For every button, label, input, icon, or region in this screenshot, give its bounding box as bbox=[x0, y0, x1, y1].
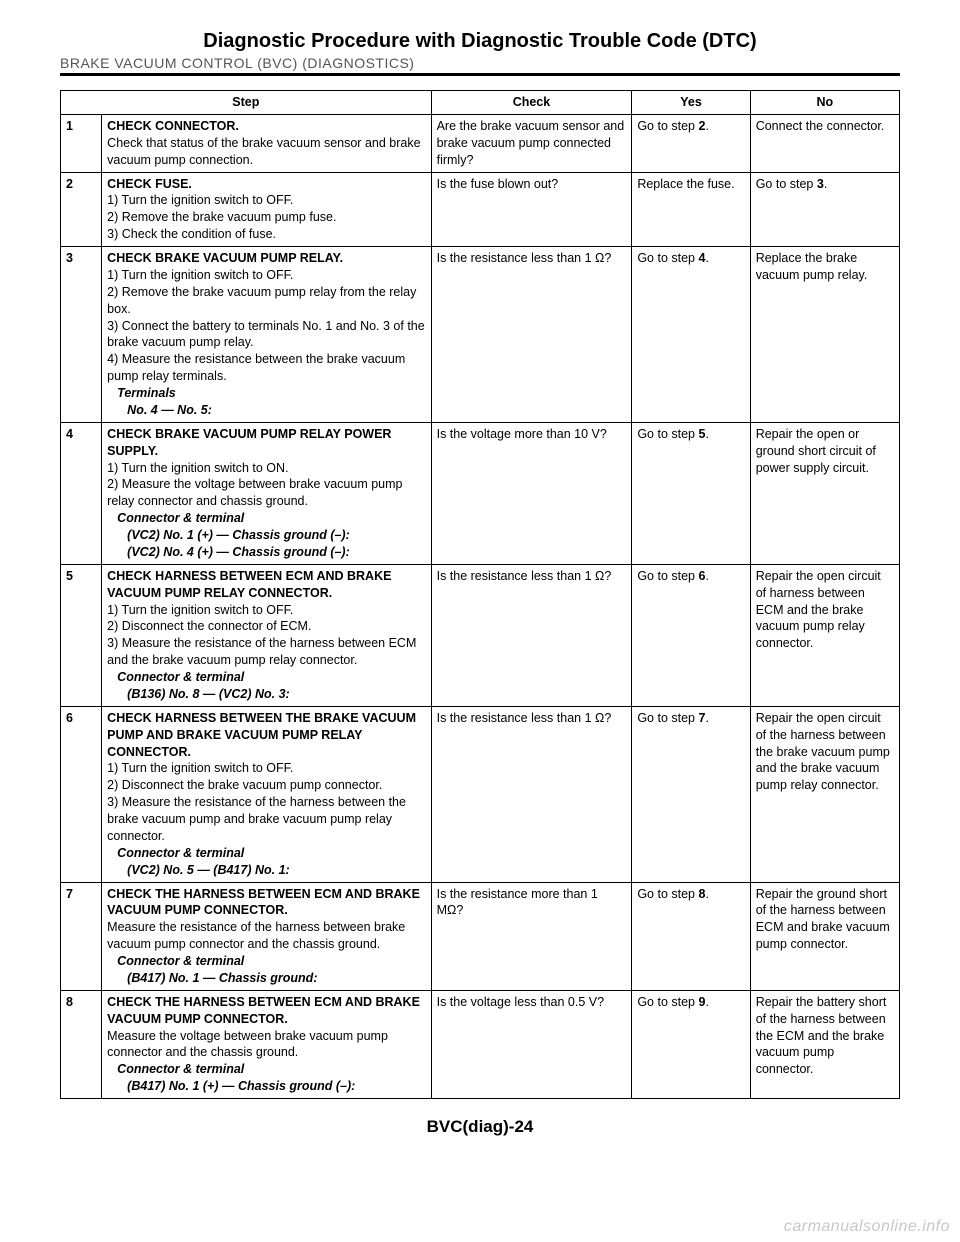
no-cell: Go to step 3. bbox=[750, 172, 899, 247]
no-cell: Repair the open circuit of harness betwe… bbox=[750, 564, 899, 706]
check-cell: Is the voltage less than 0.5 V? bbox=[431, 990, 632, 1098]
step-cell: CHECK HARNESS BETWEEN ECM AND BRAKE VACU… bbox=[102, 564, 431, 706]
yes-cell: Go to step 7. bbox=[632, 706, 750, 882]
section-title: BRAKE VACUUM CONTROL (BVC) (DIAGNOSTICS) bbox=[60, 55, 900, 71]
step-number: 4 bbox=[61, 422, 102, 564]
step-number: 7 bbox=[61, 882, 102, 990]
page-title: Diagnostic Procedure with Diagnostic Tro… bbox=[60, 30, 900, 53]
table-row: 3CHECK BRAKE VACUUM PUMP RELAY.1) Turn t… bbox=[61, 247, 900, 423]
step-cell: CHECK BRAKE VACUUM PUMP RELAY.1) Turn th… bbox=[102, 247, 431, 423]
step-cell: CHECK FUSE.1) Turn the ignition switch t… bbox=[102, 172, 431, 247]
step-number: 1 bbox=[61, 114, 102, 172]
check-cell: Is the resistance less than 1 Ω? bbox=[431, 706, 632, 882]
yes-cell: Go to step 2. bbox=[632, 114, 750, 172]
table-row: 6CHECK HARNESS BETWEEN THE BRAKE VACUUM … bbox=[61, 706, 900, 882]
yes-cell: Go to step 4. bbox=[632, 247, 750, 423]
yes-cell: Replace the fuse. bbox=[632, 172, 750, 247]
step-number: 5 bbox=[61, 564, 102, 706]
step-number: 3 bbox=[61, 247, 102, 423]
no-cell: Repair the battery short of the harness … bbox=[750, 990, 899, 1098]
col-step: Step bbox=[61, 91, 432, 115]
yes-cell: Go to step 6. bbox=[632, 564, 750, 706]
check-cell: Is the resistance less than 1 Ω? bbox=[431, 564, 632, 706]
check-cell: Is the voltage more than 10 V? bbox=[431, 422, 632, 564]
watermark: carmanualsonline.info bbox=[784, 1218, 950, 1236]
table-row: 5CHECK HARNESS BETWEEN ECM AND BRAKE VAC… bbox=[61, 564, 900, 706]
page-number: BVC(diag)-24 bbox=[60, 1117, 900, 1137]
no-cell: Repair the ground short of the harness b… bbox=[750, 882, 899, 990]
title-rule bbox=[60, 73, 900, 76]
step-number: 2 bbox=[61, 172, 102, 247]
step-number: 6 bbox=[61, 706, 102, 882]
step-cell: CHECK THE HARNESS BETWEEN ECM AND BRAKE … bbox=[102, 882, 431, 990]
check-cell: Is the fuse blown out? bbox=[431, 172, 632, 247]
no-cell: Connect the connector. bbox=[750, 114, 899, 172]
check-cell: Is the resistance less than 1 Ω? bbox=[431, 247, 632, 423]
check-cell: Is the resistance more than 1 MΩ? bbox=[431, 882, 632, 990]
table-row: 7CHECK THE HARNESS BETWEEN ECM AND BRAKE… bbox=[61, 882, 900, 990]
step-cell: CHECK BRAKE VACUUM PUMP RELAY POWER SUPP… bbox=[102, 422, 431, 564]
step-cell: CHECK CONNECTOR.Check that status of the… bbox=[102, 114, 431, 172]
col-no: No bbox=[750, 91, 899, 115]
check-cell: Are the brake vacuum sensor and brake va… bbox=[431, 114, 632, 172]
col-yes: Yes bbox=[632, 91, 750, 115]
no-cell: Repair the open circuit of the harness b… bbox=[750, 706, 899, 882]
step-number: 8 bbox=[61, 990, 102, 1098]
table-row: 4CHECK BRAKE VACUUM PUMP RELAY POWER SUP… bbox=[61, 422, 900, 564]
col-check: Check bbox=[431, 91, 632, 115]
table-row: 8CHECK THE HARNESS BETWEEN ECM AND BRAKE… bbox=[61, 990, 900, 1098]
table-row: 2CHECK FUSE.1) Turn the ignition switch … bbox=[61, 172, 900, 247]
no-cell: Replace the brake vacuum pump relay. bbox=[750, 247, 899, 423]
yes-cell: Go to step 5. bbox=[632, 422, 750, 564]
step-cell: CHECK HARNESS BETWEEN THE BRAKE VACUUM P… bbox=[102, 706, 431, 882]
yes-cell: Go to step 8. bbox=[632, 882, 750, 990]
diagnostic-table: Step Check Yes No 1CHECK CONNECTOR.Check… bbox=[60, 90, 900, 1099]
no-cell: Repair the open or ground short circuit … bbox=[750, 422, 899, 564]
table-row: 1CHECK CONNECTOR.Check that status of th… bbox=[61, 114, 900, 172]
yes-cell: Go to step 9. bbox=[632, 990, 750, 1098]
step-cell: CHECK THE HARNESS BETWEEN ECM AND BRAKE … bbox=[102, 990, 431, 1098]
